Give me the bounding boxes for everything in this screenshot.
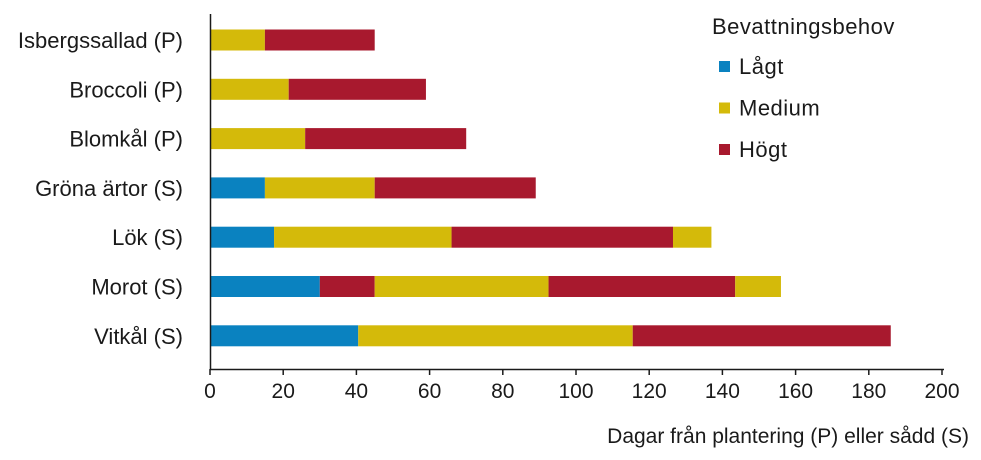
bar-segment-blomkal-p-1 [305,128,467,150]
x-ticks: 0 20 40 60 80 100 120 140 160 180 200 [204,369,960,403]
x-tick-label: 80 [491,380,514,403]
x-tick-label: 180 [851,380,886,403]
x-tick-label: 100 [558,380,593,403]
bar-segment-vitkal-s-0 [210,325,359,347]
bars-layer [210,29,891,347]
legend-label-medium: Medium [739,96,820,121]
bar-segment-blomkal-p-0 [210,128,306,150]
bar-segment-broccoli-p-1 [288,78,426,100]
bar-segment-broccoli-p-0 [210,78,289,100]
bar-segment-grona-artor-s-2 [374,177,536,199]
x-tick-label: 60 [418,380,441,403]
bar-segment-morot-s-1 [319,276,375,297]
legend-title: Bevattningsbehov [712,14,895,39]
x-tick-label: 140 [705,380,740,403]
bar-segment-vitkal-s-2 [632,325,891,347]
bar-segment-morot-s-4 [735,276,781,297]
legend-swatch-medium [719,102,730,114]
legend-swatch-lagt [719,61,730,72]
legend-swatch-hogt [719,144,730,155]
bar-segment-morot-s-3 [548,276,736,297]
axes [209,14,944,371]
bar-segment-lok-s-3 [672,226,712,248]
bar-segment-lok-s-2 [451,226,673,248]
category-label: Gröna ärtor (S) [35,176,183,201]
bar-segment-grona-artor-s-0 [210,177,265,199]
bar-segment-lok-s-1 [274,226,452,248]
x-tick-label: 120 [632,380,667,403]
x-tick-label: 20 [272,380,295,403]
category-labels: Isbergssallad (P) Broccoli (P) Blomkål (P)… [18,28,183,349]
category-label: Vitkål (S) [94,324,183,349]
bar-segment-morot-s-0 [210,276,320,297]
category-label: Isbergssallad (P) [18,28,183,53]
category-label: Blomkål (P) [69,127,183,152]
category-label: Lök (S) [112,225,183,250]
bar-segment-grona-artor-s-1 [264,177,375,199]
x-tick-label: 160 [778,380,813,403]
bar-segment-lok-s-0 [210,226,275,248]
legend-items: Lågt Medium Högt [719,54,820,162]
category-label: Morot (S) [91,275,183,300]
x-tick-label: 40 [345,380,368,403]
x-axis-title: Dagar från plantering (P) eller sådd (S) [607,425,969,448]
x-tick-label: 200 [924,380,959,403]
category-label: Broccoli (P) [69,77,183,102]
legend-label-lagt: Lågt [739,54,784,79]
bar-segment-isbergssallad-p-0 [210,29,265,51]
bar-segment-vitkal-s-1 [358,325,633,347]
legend-label-hogt: Högt [739,137,787,162]
legend: Bevattningsbehov Lågt Medium Högt [712,14,895,162]
bar-segment-morot-s-2 [374,276,549,297]
bar-segment-isbergssallad-p-1 [264,29,375,51]
x-tick-label: 0 [204,380,216,403]
